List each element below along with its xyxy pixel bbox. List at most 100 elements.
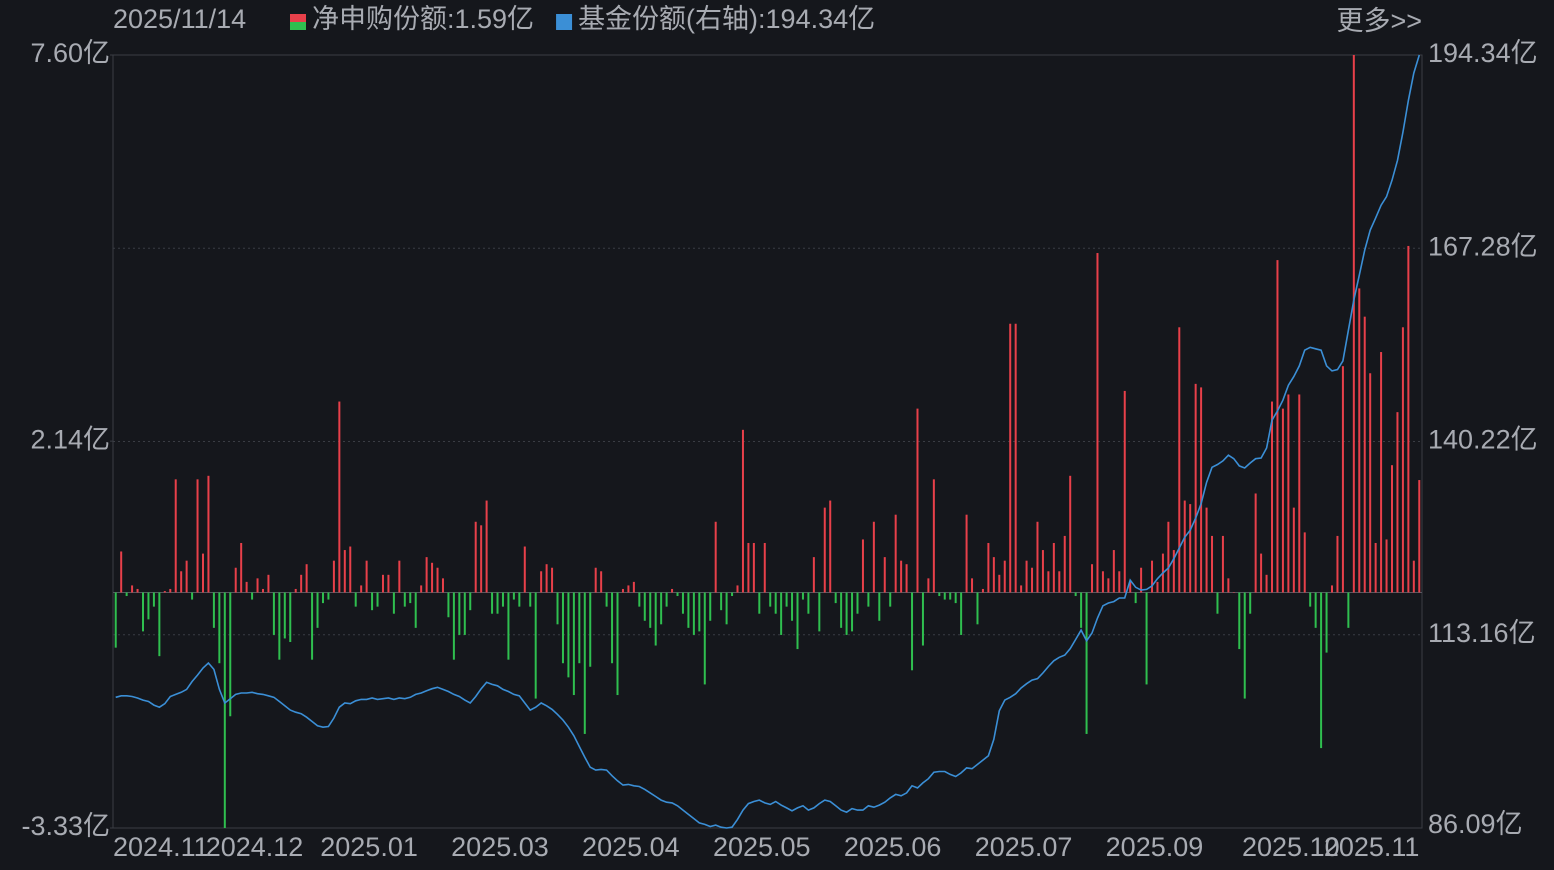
bar — [1080, 592, 1083, 628]
bar — [251, 592, 254, 600]
bar — [1281, 408, 1284, 593]
bar — [1145, 592, 1148, 685]
bar — [120, 551, 123, 593]
bar — [627, 585, 630, 593]
bar — [1369, 373, 1372, 593]
bar — [829, 500, 832, 593]
bar — [927, 578, 930, 593]
bar — [731, 592, 734, 597]
bar — [741, 429, 744, 593]
bar — [665, 592, 668, 607]
bar — [1052, 542, 1055, 593]
bar — [976, 592, 979, 625]
bar — [840, 592, 843, 628]
bar — [1123, 390, 1126, 593]
bar — [643, 592, 646, 621]
more-link[interactable]: 更多>> — [1336, 6, 1422, 36]
legend-swatch — [556, 14, 573, 30]
bar — [1167, 521, 1170, 593]
bar — [900, 560, 903, 593]
bar — [796, 592, 799, 650]
bar — [294, 588, 297, 593]
bar — [436, 567, 439, 593]
bar — [1418, 480, 1421, 593]
bar — [769, 592, 772, 607]
bar — [518, 592, 521, 607]
bar — [311, 592, 314, 660]
y-tick-label: -3.33亿 — [21, 811, 110, 841]
bar — [420, 585, 423, 593]
bar — [1063, 535, 1066, 593]
bar — [1401, 327, 1404, 593]
bar — [272, 592, 275, 635]
bar — [1047, 571, 1050, 593]
bar — [681, 592, 684, 614]
bar — [600, 571, 603, 593]
bar — [987, 542, 990, 593]
bar — [136, 588, 139, 593]
y2-tick-label: 140.22亿 — [1428, 425, 1538, 455]
bar — [414, 592, 417, 628]
y-tick-label: 2.14亿 — [30, 424, 110, 454]
bar — [534, 592, 537, 699]
legend-swatch — [290, 14, 306, 22]
bar — [905, 564, 908, 593]
bar — [458, 592, 461, 635]
bar — [392, 592, 395, 614]
bar — [671, 588, 674, 593]
bar — [185, 560, 188, 593]
bar — [1243, 592, 1246, 699]
bar — [1036, 521, 1039, 593]
bar — [1074, 592, 1077, 597]
bar — [556, 592, 559, 625]
bar — [398, 560, 401, 593]
bar — [1134, 592, 1137, 604]
bar — [1331, 585, 1334, 593]
bar — [747, 542, 750, 593]
bar — [916, 408, 919, 593]
bar — [256, 578, 259, 593]
bar — [501, 592, 504, 607]
bar — [1069, 475, 1072, 593]
bar — [283, 592, 286, 639]
bar — [878, 592, 881, 621]
bar — [343, 550, 346, 593]
bar — [452, 592, 455, 660]
bar — [1347, 592, 1350, 628]
bar — [616, 592, 619, 696]
bar — [1085, 592, 1088, 734]
bar — [1341, 366, 1344, 593]
bar — [496, 592, 499, 614]
bar — [1227, 578, 1230, 593]
bar — [1216, 592, 1219, 614]
bar — [1380, 352, 1383, 593]
bar — [474, 521, 477, 593]
chart-date: 2025/11/14 — [113, 4, 246, 34]
bar — [1314, 592, 1317, 628]
bar — [758, 592, 761, 614]
bar — [463, 592, 466, 635]
bar — [1232, 592, 1235, 593]
x-tick-label: 2025.09 — [1106, 832, 1204, 862]
bar — [360, 585, 363, 593]
bar — [1009, 323, 1012, 593]
legend-label: 基金份额(右轴):194.34亿 — [578, 4, 875, 34]
bar — [654, 592, 657, 646]
bar — [752, 542, 755, 593]
bar — [1254, 493, 1257, 593]
bar — [594, 567, 597, 593]
bar — [191, 592, 194, 600]
bar — [845, 592, 848, 635]
bar — [1396, 412, 1399, 593]
bar — [714, 521, 717, 593]
bar — [229, 592, 232, 717]
bar — [703, 592, 706, 685]
bar — [1178, 327, 1181, 593]
y2-tick-label: 194.34亿 — [1428, 38, 1538, 68]
bar — [1189, 504, 1192, 593]
bar — [660, 592, 663, 625]
bar — [425, 557, 428, 593]
bar — [834, 592, 837, 604]
bar — [431, 562, 434, 593]
bar — [1014, 323, 1017, 593]
